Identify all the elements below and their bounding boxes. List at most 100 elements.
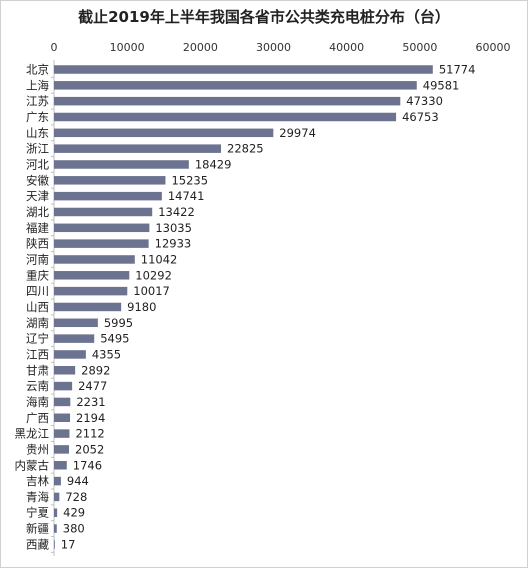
category-label-1: 上海 bbox=[26, 78, 49, 92]
data-label-9: 13422 bbox=[158, 205, 195, 219]
category-label-16: 湖南 bbox=[26, 316, 49, 330]
data-label-29: 380 bbox=[63, 522, 85, 536]
bar-1 bbox=[54, 81, 417, 90]
chart-title: 截止2019年上半年我国各省市公共类充电桩分布（台） bbox=[78, 8, 450, 26]
data-label-12: 11042 bbox=[141, 252, 178, 266]
data-label-26: 944 bbox=[67, 474, 89, 488]
category-label-23: 黑龙江 bbox=[15, 427, 50, 441]
x-tick-label-2: 20000 bbox=[183, 41, 218, 54]
bar-19 bbox=[54, 366, 76, 375]
bar-21 bbox=[54, 397, 71, 407]
category-label-27: 青海 bbox=[26, 490, 49, 504]
bar-9 bbox=[54, 207, 153, 217]
data-label-13: 10292 bbox=[135, 268, 172, 282]
category-label-26: 吉林 bbox=[26, 474, 49, 488]
category-label-28: 宁夏 bbox=[26, 506, 49, 520]
bar-15 bbox=[54, 302, 122, 312]
category-label-10: 福建 bbox=[26, 221, 49, 235]
bar-27 bbox=[54, 492, 60, 502]
category-label-9: 湖北 bbox=[26, 205, 49, 219]
data-label-8: 14741 bbox=[168, 189, 205, 203]
data-label-25: 1746 bbox=[73, 458, 102, 472]
category-label-13: 重庆 bbox=[26, 268, 49, 282]
bar-30 bbox=[54, 540, 55, 549]
data-label-18: 4355 bbox=[92, 347, 121, 361]
data-label-7: 15235 bbox=[171, 173, 208, 187]
data-label-20: 2477 bbox=[78, 379, 107, 393]
bar-7 bbox=[54, 176, 166, 185]
category-label-6: 河北 bbox=[26, 157, 49, 171]
category-label-18: 江西 bbox=[26, 347, 49, 361]
data-label-6: 18429 bbox=[195, 157, 232, 171]
bar-12 bbox=[54, 255, 135, 264]
data-label-1: 49581 bbox=[423, 78, 460, 92]
bar-3 bbox=[54, 112, 397, 122]
bar-2 bbox=[54, 96, 401, 106]
bar-16 bbox=[54, 318, 98, 328]
bar-14 bbox=[54, 286, 128, 296]
category-label-14: 四川 bbox=[26, 284, 49, 298]
bar-29 bbox=[54, 524, 57, 533]
bar-6 bbox=[54, 160, 189, 169]
category-label-5: 浙江 bbox=[26, 142, 49, 156]
data-label-14: 10017 bbox=[133, 284, 170, 298]
category-label-15: 山西 bbox=[26, 300, 49, 314]
category-label-24: 贵州 bbox=[26, 442, 49, 456]
category-label-25: 内蒙古 bbox=[15, 458, 50, 472]
data-label-2: 47330 bbox=[406, 94, 443, 108]
bar-22 bbox=[54, 413, 71, 423]
data-label-30: 17 bbox=[61, 537, 76, 551]
bar-10 bbox=[54, 223, 150, 233]
bar-5 bbox=[54, 144, 222, 153]
data-label-0: 51774 bbox=[439, 63, 476, 77]
data-label-11: 12933 bbox=[155, 237, 192, 251]
category-label-7: 安徽 bbox=[26, 173, 49, 187]
data-label-5: 22825 bbox=[227, 142, 264, 156]
bar-11 bbox=[54, 239, 149, 248]
category-label-22: 广西 bbox=[26, 411, 49, 425]
data-label-17: 5495 bbox=[100, 332, 129, 346]
data-label-23: 2112 bbox=[75, 427, 104, 441]
category-label-12: 河南 bbox=[26, 252, 49, 266]
data-label-24: 2052 bbox=[75, 442, 104, 456]
category-label-30: 西藏 bbox=[26, 537, 49, 551]
bar-13 bbox=[54, 271, 130, 280]
x-tick-label-4: 40000 bbox=[329, 41, 364, 54]
data-label-22: 2194 bbox=[76, 411, 105, 425]
data-label-3: 46753 bbox=[402, 110, 439, 124]
category-label-21: 海南 bbox=[26, 395, 49, 409]
data-label-28: 429 bbox=[63, 506, 85, 520]
category-label-8: 天津 bbox=[26, 189, 49, 203]
x-tick-label-6: 60000 bbox=[476, 41, 511, 54]
bar-20 bbox=[54, 381, 73, 391]
category-label-3: 广东 bbox=[26, 110, 49, 124]
bar-4 bbox=[54, 128, 274, 138]
bar-26 bbox=[54, 476, 61, 486]
bar-28 bbox=[54, 508, 58, 517]
x-tick-label-0: 0 bbox=[51, 41, 58, 54]
bar-24 bbox=[54, 445, 70, 454]
category-label-19: 甘肃 bbox=[26, 363, 49, 377]
category-label-4: 山东 bbox=[26, 126, 49, 140]
x-tick-label-5: 50000 bbox=[402, 41, 437, 54]
bar-17 bbox=[54, 334, 95, 343]
data-label-19: 2892 bbox=[81, 363, 110, 377]
category-label-29: 新疆 bbox=[26, 522, 49, 536]
category-label-17: 辽宁 bbox=[26, 332, 49, 346]
data-label-10: 13035 bbox=[155, 221, 192, 235]
category-label-11: 陕西 bbox=[26, 237, 49, 251]
bar-0 bbox=[54, 65, 433, 74]
bar-25 bbox=[54, 461, 67, 470]
category-label-2: 江苏 bbox=[26, 94, 49, 108]
bar-8 bbox=[54, 191, 162, 201]
data-label-15: 9180 bbox=[127, 300, 156, 314]
bar-23 bbox=[54, 429, 70, 438]
category-label-0: 北京 bbox=[26, 63, 49, 77]
x-tick-label-3: 30000 bbox=[256, 41, 291, 54]
data-label-4: 29974 bbox=[279, 126, 316, 140]
data-label-21: 2231 bbox=[76, 395, 105, 409]
data-label-16: 5995 bbox=[104, 316, 133, 330]
x-tick-label-1: 10000 bbox=[110, 41, 145, 54]
